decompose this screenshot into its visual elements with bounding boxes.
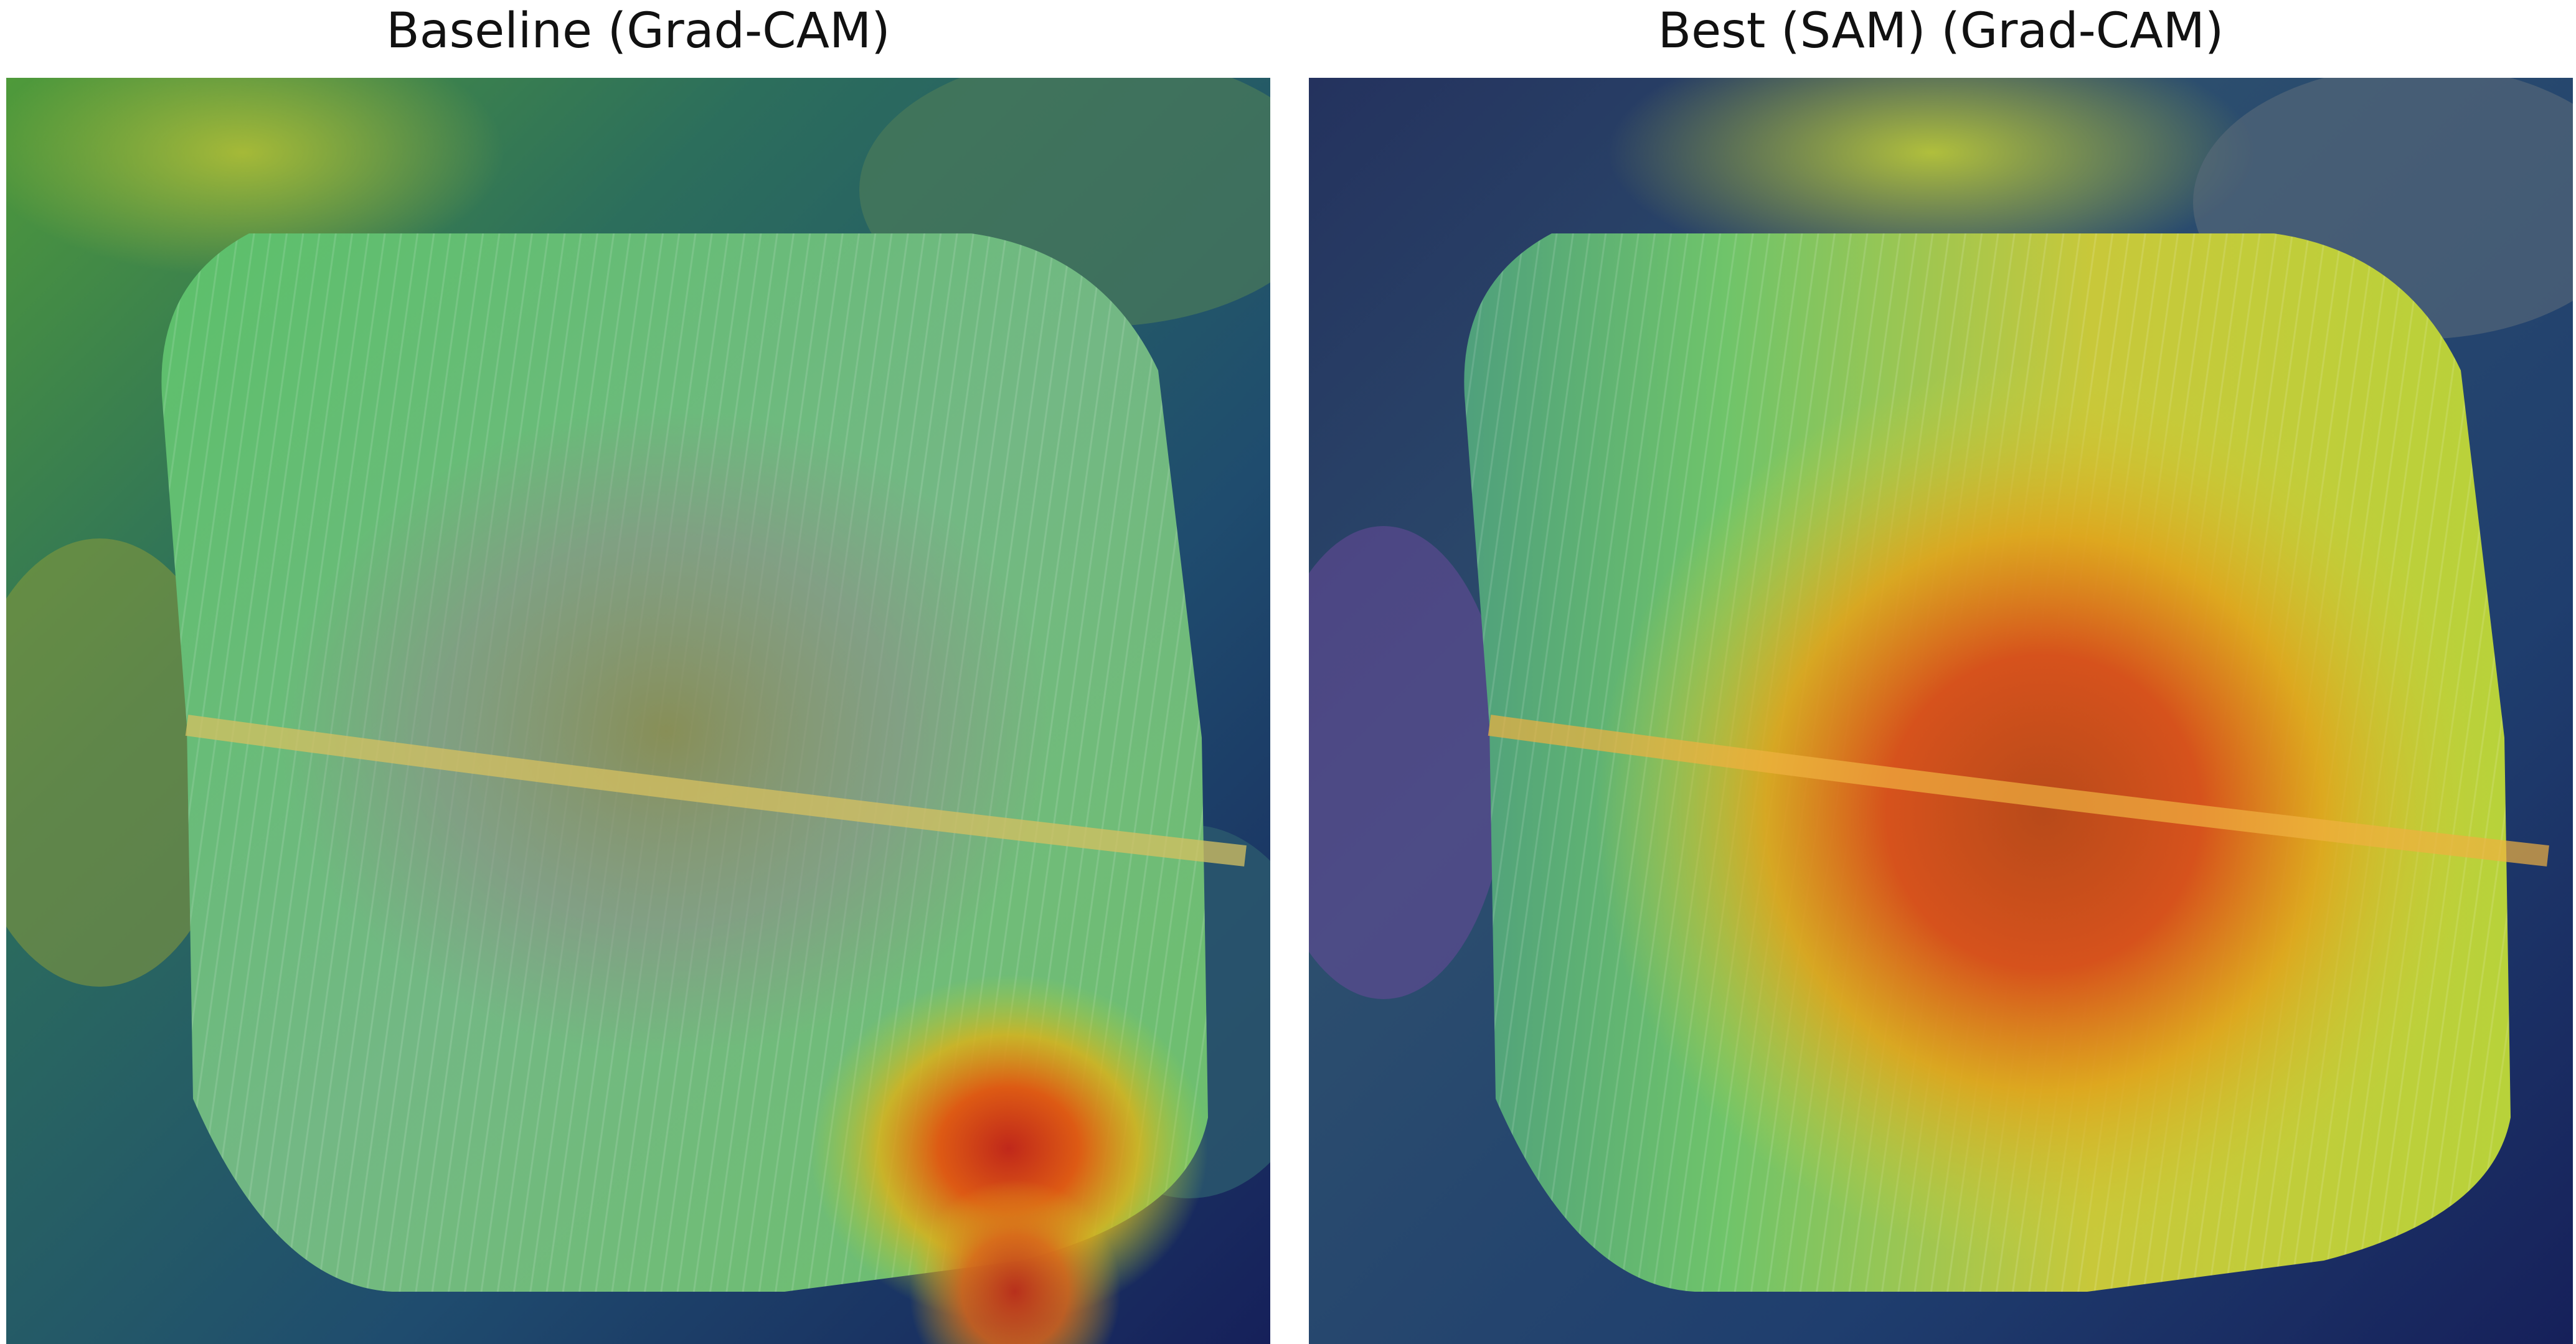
best-sam-heatmap-overlay [1309, 78, 2573, 1344]
baseline-heatmap-overlay [6, 78, 1270, 1344]
baseline-gradcam-image [6, 78, 1270, 1344]
panel-title-baseline: Baseline (Grad-CAM) [386, 3, 890, 59]
best-sam-gradcam-image [1309, 78, 2573, 1344]
panel-title-best-sam: Best (SAM) (Grad-CAM) [1658, 3, 2224, 59]
best-sam-panel: Best (SAM) (Grad-CAM) [1309, 0, 2573, 1344]
baseline-panel: Baseline (Grad-CAM) [6, 0, 1270, 1344]
